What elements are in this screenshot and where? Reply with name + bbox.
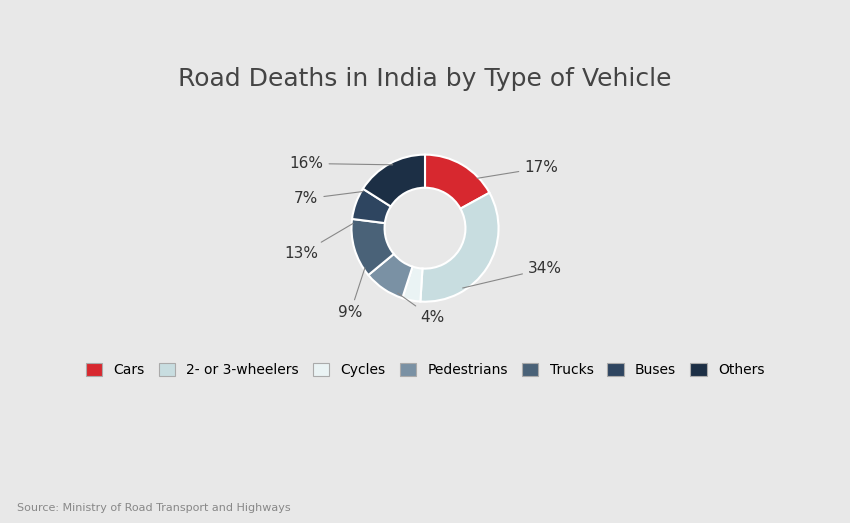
Legend: Cars, 2- or 3-wheelers, Cycles, Pedestrians, Trucks, Buses, Others: Cars, 2- or 3-wheelers, Cycles, Pedestri… <box>80 358 770 383</box>
Text: 7%: 7% <box>294 191 363 206</box>
Text: 4%: 4% <box>398 293 445 325</box>
Text: 9%: 9% <box>338 268 365 320</box>
Text: 13%: 13% <box>285 223 353 262</box>
Text: 34%: 34% <box>462 261 562 288</box>
Wedge shape <box>351 219 394 275</box>
Wedge shape <box>425 155 490 209</box>
Wedge shape <box>368 254 412 298</box>
Wedge shape <box>421 193 499 302</box>
Wedge shape <box>352 189 391 223</box>
Text: 16%: 16% <box>290 156 393 171</box>
Wedge shape <box>402 267 422 302</box>
Title: Road Deaths in India by Type of Vehicle: Road Deaths in India by Type of Vehicle <box>178 67 672 92</box>
Wedge shape <box>363 155 425 207</box>
Text: Source: Ministry of Road Transport and Highways: Source: Ministry of Road Transport and H… <box>17 503 291 513</box>
Text: 17%: 17% <box>477 161 558 178</box>
